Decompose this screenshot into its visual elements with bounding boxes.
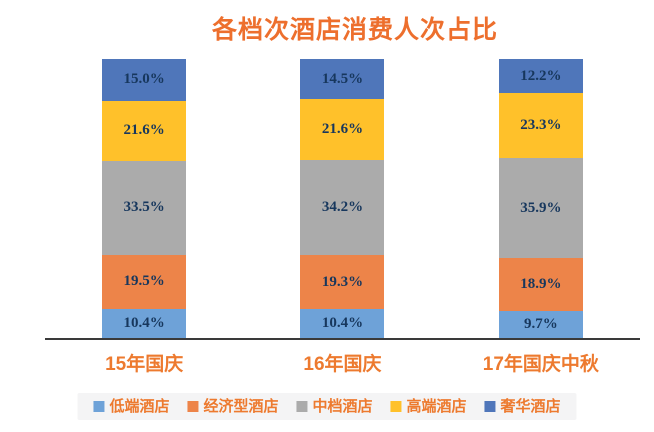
- legend-label: 中档酒店: [312, 398, 373, 415]
- legend-item-高端酒店[interactable]: 高端酒店: [390, 398, 467, 415]
- bar-slot: 12.2% 23.3% 35.9% 18.9% 9.7%: [442, 59, 640, 338]
- segment-value-label: 19.5%: [123, 273, 165, 290]
- bar-segment-经济型酒店: 19.5%: [102, 254, 187, 309]
- segment-value-label: 33.5%: [123, 199, 165, 216]
- plot-area: 15.0% 21.6% 33.5% 19.5% 10.4% 14.5% 21.6% 34.2%…: [45, 59, 640, 340]
- bar-segment-奢华酒店: 15.0%: [102, 59, 187, 101]
- bar-segment-中档酒店: 35.9%: [498, 158, 583, 259]
- legend-item-低端酒店[interactable]: 低端酒店: [93, 399, 169, 414]
- legend-label: 经济型酒店: [203, 398, 279, 415]
- segment-value-label: 35.9%: [520, 199, 562, 216]
- segment-value-label: 12.2%: [520, 67, 562, 84]
- bar-segment-奢华酒店: 12.2%: [498, 59, 583, 94]
- bar-slot: 15.0% 21.6% 33.5% 19.5% 10.4%: [45, 59, 243, 338]
- stacked-bar-15年国庆: 15.0% 21.6% 33.5% 19.5% 10.4%: [102, 59, 187, 338]
- bar-segment-中档酒店: 33.5%: [102, 161, 187, 255]
- chart-title: 各档次酒店消费人次占比: [211, 16, 498, 44]
- legend-swatch-icon: [390, 401, 402, 412]
- legend-label: 高端酒店: [406, 398, 467, 415]
- bar-segment-奢华酒店: 14.5%: [300, 59, 385, 100]
- legend-swatch-icon: [93, 401, 105, 412]
- legend-item-经济型酒店[interactable]: 经济型酒店: [187, 399, 278, 414]
- bar-segment-经济型酒店: 18.9%: [498, 258, 583, 311]
- legend-item-中档酒店[interactable]: 中档酒店: [296, 398, 373, 415]
- x-axis-label-15年国庆: 15年国庆: [105, 354, 184, 375]
- bar-segment-高端酒店: 21.6%: [102, 100, 187, 162]
- bar-segment-低端酒店: 9.7%: [498, 310, 583, 338]
- legend-item-奢华酒店[interactable]: 奢华酒店: [484, 398, 561, 415]
- segment-value-label: 18.9%: [520, 276, 562, 293]
- segment-value-label: 21.6%: [321, 121, 364, 138]
- legend-swatch-icon: [187, 401, 199, 412]
- bar-segment-高端酒店: 23.3%: [498, 93, 583, 159]
- stacked-bar-16年国庆: 14.5% 21.6% 34.2% 19.3% 10.4%: [300, 59, 385, 338]
- legend-swatch-icon: [296, 401, 308, 412]
- stacked-bar-17年国庆中秋: 12.2% 23.3% 35.9% 18.9% 9.7%: [498, 59, 583, 338]
- segment-value-label: 9.7%: [523, 315, 558, 332]
- bar-slot: 14.5% 21.6% 34.2% 19.3% 10.4%: [243, 59, 441, 338]
- x-axis-labels: 15年国庆 16年国庆 17年国庆中秋: [45, 349, 640, 376]
- chart-legend: 低端酒店 经济型酒店 中档酒店 高端酒店 奢华酒店: [77, 393, 577, 420]
- x-axis-label-17年国庆中秋: 17年国庆中秋: [482, 354, 599, 375]
- segment-value-label: 21.6%: [123, 122, 165, 139]
- segment-value-label: 10.4%: [123, 314, 165, 331]
- bar-segment-低端酒店: 10.4%: [102, 308, 187, 338]
- segment-value-label: 19.3%: [321, 273, 364, 290]
- segment-value-label: 23.3%: [520, 117, 562, 134]
- segment-value-label: 14.5%: [321, 70, 364, 87]
- x-axis-label-16年国庆: 16年国庆: [303, 354, 382, 375]
- segment-value-label: 10.4%: [321, 314, 364, 331]
- bar-segment-经济型酒店: 19.3%: [300, 255, 385, 309]
- legend-label: 奢华酒店: [500, 398, 561, 415]
- segment-value-label: 15.0%: [123, 71, 165, 88]
- bar-segment-中档酒店: 34.2%: [300, 159, 385, 256]
- bar-segment-低端酒店: 10.4%: [300, 308, 385, 338]
- bar-segment-高端酒店: 21.6%: [300, 99, 385, 160]
- legend-swatch-icon: [484, 401, 496, 412]
- segment-value-label: 34.2%: [321, 198, 364, 215]
- legend-label: 低端酒店: [109, 398, 170, 415]
